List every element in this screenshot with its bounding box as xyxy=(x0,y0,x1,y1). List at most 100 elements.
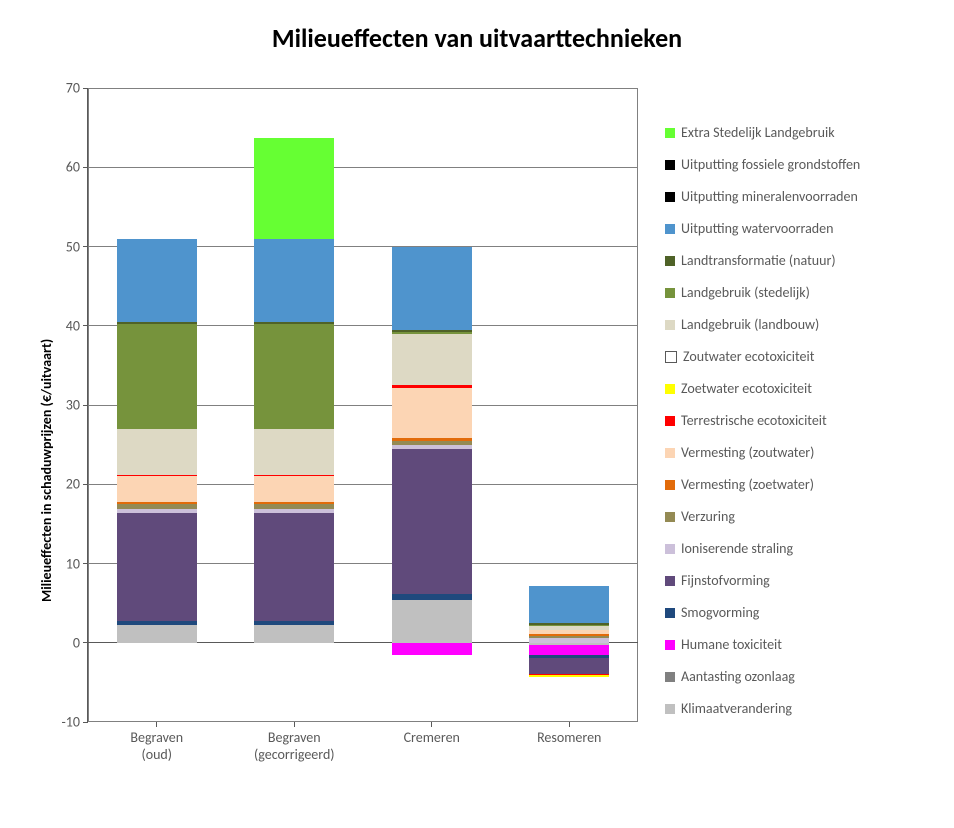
bar-group xyxy=(392,88,472,722)
bar-segment-vermesting_zoetwater xyxy=(254,502,334,504)
x-tick-label: Begraven (gecorrigeerd) xyxy=(226,722,364,764)
y-axis-label: Milieueffecten in schaduwprijzen (€/uitv… xyxy=(38,339,55,602)
bar-segment-vermesting_zoutwater xyxy=(117,476,197,501)
legend-label: Vermesting (zoetwater) xyxy=(681,476,814,493)
bar-segment-humane_toxiciteit xyxy=(529,645,609,655)
bar-segment-terrestrische_ecotox xyxy=(392,385,472,388)
legend-item-zoutwater_ecotox: Zoutwater ecotoxiciteit xyxy=(665,348,860,365)
legend-label: Terrestrische ecotoxiciteit xyxy=(681,412,827,429)
legend-label: Extra Stedelijk Landgebruik xyxy=(681,124,835,141)
bar-segment-fijnstofvorming xyxy=(392,449,472,593)
legend-item-ioniserende_straling: Ioniserende straling xyxy=(665,540,860,557)
plot-area: -10010203040506070Begraven (oud)Begraven… xyxy=(88,88,638,722)
bar-segment-smogvorming xyxy=(254,621,334,626)
legend-swatch xyxy=(665,448,675,458)
legend-item-humane_toxiciteit: Humane toxiciteit xyxy=(665,636,860,653)
legend-swatch xyxy=(665,320,675,330)
bar-segment-vermesting_zoetwater xyxy=(392,438,472,440)
legend-swatch xyxy=(665,512,675,522)
bar-segment-uitputting_watervoorraden xyxy=(392,247,472,329)
legend-label: Klimaatverandering xyxy=(681,700,792,717)
legend-label: Landgebruik (stedelijk) xyxy=(681,284,810,301)
legend-label: Landgebruik (landbouw) xyxy=(681,316,819,333)
legend-label: Verzuring xyxy=(681,508,735,525)
legend-item-extra_stedelijk_landgebruik: Extra Stedelijk Landgebruik xyxy=(665,124,860,141)
legend-item-zoetwater_ecotox: Zoetwater ecotoxiciteit xyxy=(665,380,860,397)
bar-segment-verzuring xyxy=(254,504,334,509)
bar-segment-humane_toxiciteit xyxy=(392,643,472,655)
bar-segment-landtransformatie_natuur xyxy=(529,623,609,625)
bar-segment-ioniserende_straling xyxy=(117,509,197,513)
legend-item-landgebruik_landbouw: Landgebruik (landbouw) xyxy=(665,316,860,333)
bar-segment-ioniserende_straling xyxy=(254,509,334,513)
bar-segment-landgebruik_landbouw xyxy=(529,626,609,630)
bar-segment-fijnstofvorming xyxy=(254,513,334,621)
legend-label: Zoetwater ecotoxiciteit xyxy=(681,380,812,397)
bar-segment-extra_stedelijk_landgebruik xyxy=(254,138,334,239)
bar-segment-klimaatverandering xyxy=(254,625,334,642)
legend-item-smogvorming: Smogvorming xyxy=(665,604,860,621)
legend-item-uitputting_watervoorraden: Uitputting watervoorraden xyxy=(665,220,860,237)
legend-label: Uitputting mineralenvoorraden xyxy=(681,188,858,205)
legend-label: Zoutwater ecotoxiciteit xyxy=(683,348,814,365)
bar-segment-uitputting_watervoorraden xyxy=(529,586,609,622)
legend-item-uitputting_fossiel: Uitputting fossiele grondstoffen xyxy=(665,156,860,173)
legend-item-landgebruik_stedelijk: Landgebruik (stedelijk) xyxy=(665,284,860,301)
x-tick-label: Begraven (oud) xyxy=(88,722,226,764)
bar-segment-verzuring xyxy=(117,504,197,509)
y-axis-line xyxy=(87,88,88,722)
x-tick-label: Resomeren xyxy=(501,722,639,747)
bar-segment-landgebruik_landbouw xyxy=(392,334,472,385)
bar-segment-fijnstofvorming xyxy=(117,513,197,621)
chart-title: Milieueffecten van uitvaarttechnieken xyxy=(0,22,954,54)
legend-label: Humane toxiciteit xyxy=(681,636,782,653)
bar-segment-landgebruik_stedelijk xyxy=(117,324,197,429)
legend-label: Fijnstofvorming xyxy=(681,572,770,589)
bar-segment-terrestrische_ecotox xyxy=(117,475,197,477)
legend-item-fijnstofvorming: Fijnstofvorming xyxy=(665,572,860,589)
bar-segment-landgebruik_stedelijk xyxy=(392,332,472,334)
bar-segment-uitputting_watervoorraden xyxy=(254,239,334,321)
legend-label: Uitputting fossiele grondstoffen xyxy=(681,156,860,173)
legend-swatch xyxy=(665,576,675,586)
legend-item-landtransformatie_natuur: Landtransformatie (natuur) xyxy=(665,252,860,269)
legend-swatch xyxy=(665,480,675,490)
bar-segment-vermesting_zoutwater xyxy=(529,630,609,634)
bar-segment-terrestrische_ecotox xyxy=(254,475,334,477)
legend-label: Smogvorming xyxy=(681,604,759,621)
legend-item-vermesting_zoutwater: Vermesting (zoutwater) xyxy=(665,444,860,461)
bar-segment-vermesting_zoetwater xyxy=(529,634,609,636)
legend-swatch xyxy=(665,288,675,298)
bar-segment-klimaatverandering xyxy=(117,625,197,642)
bar-group xyxy=(117,88,197,722)
bar-segment-uitputting_watervoorraden xyxy=(117,239,197,321)
bar-group xyxy=(529,88,609,722)
legend-swatch xyxy=(665,704,675,714)
legend-swatch xyxy=(665,256,675,266)
bar-segment-landgebruik_stedelijk xyxy=(254,324,334,429)
bar-segment-fijnstofvorming xyxy=(529,658,609,674)
bar-segment-verzuring xyxy=(392,441,472,446)
bar-segment-landtransformatie_natuur xyxy=(392,330,472,332)
bar-group xyxy=(254,88,334,722)
bar-segment-landtransformatie_natuur xyxy=(254,322,334,324)
legend-swatch xyxy=(665,608,675,618)
legend-swatch xyxy=(665,672,675,682)
bar-segment-landgebruik_landbouw xyxy=(254,429,334,475)
legend-swatch xyxy=(665,192,675,202)
bar-segment-vermesting_zoutwater xyxy=(254,476,334,501)
legend-swatch xyxy=(665,224,675,234)
legend-label: Aantasting ozonlaag xyxy=(681,668,795,685)
legend-swatch xyxy=(665,640,675,650)
legend-item-aantasting_ozonlaag: Aantasting ozonlaag xyxy=(665,668,860,685)
bar-segment-zoetwater_ecotox xyxy=(529,675,609,677)
bar-segment-ioniserende_straling xyxy=(392,445,472,449)
legend-label: Landtransformatie (natuur) xyxy=(681,252,836,269)
legend-swatch xyxy=(665,544,675,554)
legend-swatch xyxy=(665,351,677,363)
bar-segment-verzuring xyxy=(529,636,609,638)
legend-swatch xyxy=(665,384,675,394)
bar-segment-smogvorming xyxy=(392,594,472,600)
bar-segment-landtransformatie_natuur xyxy=(117,322,197,324)
legend-label: Ioniserende straling xyxy=(681,540,793,557)
